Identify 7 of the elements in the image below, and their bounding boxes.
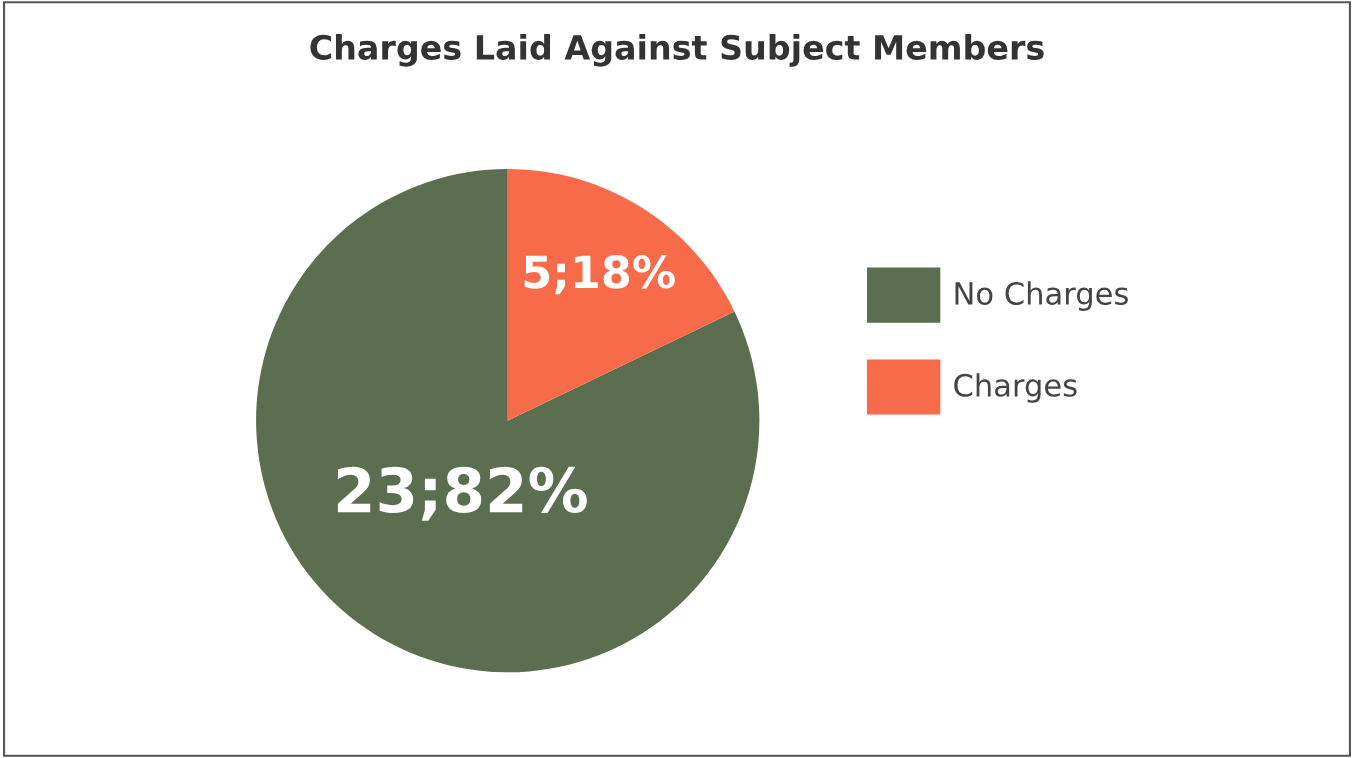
legend-label: No Charges [955,281,1128,311]
pie-slice [256,169,760,673]
data-label: 5;18% [524,255,675,295]
legend-label: Charges [954,373,1077,403]
data-label: 23;82% [337,466,587,521]
pie-slice [507,169,735,421]
chart-title: Charges Laid Against Subject Members [310,34,1044,67]
